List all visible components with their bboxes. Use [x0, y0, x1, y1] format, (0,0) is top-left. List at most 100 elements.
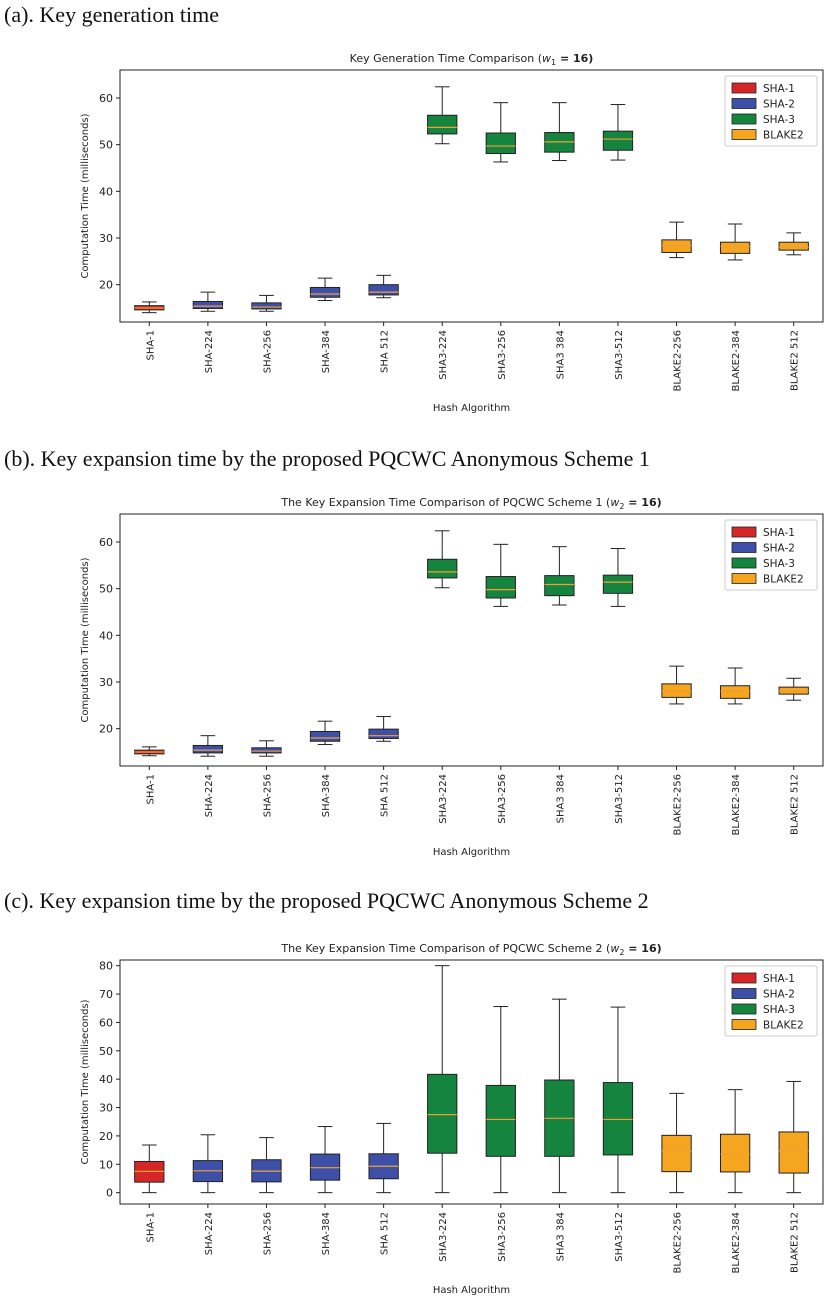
y-tick-label: 60 [99, 536, 113, 549]
legend-swatch [731, 557, 757, 569]
legend-box [724, 519, 818, 591]
x-tick-label: SHA3 384 [555, 330, 566, 379]
y-tick-label: 40 [99, 185, 113, 198]
chart-title: Key Generation Time Comparison (w1 = 16) [350, 52, 594, 67]
x-tick-label: SHA3-256 [497, 330, 508, 380]
legend-label: SHA-2 [763, 543, 795, 555]
box-sha-384 [309, 286, 341, 298]
y-tick-label: 20 [99, 279, 113, 292]
box-sha3-512 [602, 1082, 634, 1156]
x-tick-label: SHA3-224 [438, 1212, 449, 1262]
plot-frame [119, 69, 824, 323]
x-tick-label: SHA 512 [380, 330, 391, 373]
x-tick-label: BLAKE2-384 [731, 330, 742, 391]
y-axis-label: Computation Time (milliseconds) [80, 113, 91, 278]
y-tick-label: 30 [99, 676, 113, 689]
x-tick-label: BLAKE2-384 [731, 1212, 742, 1273]
y-tick-label: 70 [99, 988, 113, 1001]
boxplot-chart: The Key Expansion Time Comparison of PQC… [80, 496, 824, 858]
y-tick-label: 20 [99, 1130, 113, 1143]
x-tick-label: SHA3-256 [497, 1212, 508, 1262]
legend-label: SHA-2 [763, 99, 795, 111]
y-tick-label: 40 [99, 1073, 113, 1086]
x-tick-label: SHA-384 [321, 1212, 332, 1255]
x-tick-label: BLAKE2-256 [673, 1212, 684, 1273]
x-axis-label: Hash Algorithm [433, 403, 510, 414]
box-sha3-512 [602, 574, 634, 594]
box-sha-384 [309, 730, 341, 742]
legend-label: BLAKE2 [763, 130, 804, 142]
legend-label: BLAKE2 [763, 1020, 804, 1032]
legend-swatch [731, 542, 757, 553]
box-sha-224 [192, 744, 224, 754]
x-tick-label: SHA-224 [204, 330, 215, 373]
box-sha3-256 [485, 576, 516, 599]
legend-swatch [731, 98, 757, 109]
box-blake2-512 [778, 1131, 809, 1174]
legend-box [724, 965, 818, 1037]
box-sha-256 [251, 302, 282, 310]
boxplot-chart: The Key Expansion Time Comparison of PQC… [80, 942, 824, 1296]
legend-label: SHA-1 [763, 83, 795, 95]
box-sha3-224 [427, 114, 458, 135]
y-tick-label: 30 [99, 1102, 113, 1115]
legend-swatch [731, 573, 757, 584]
y-tick-label: 40 [99, 629, 113, 642]
box-sha-256 [251, 747, 282, 754]
boxplot-chart: Key Generation Time Comparison (w1 = 16)… [80, 52, 824, 414]
legend-label: SHA-3 [763, 558, 795, 570]
legend-label: SHA-1 [763, 527, 795, 539]
panel-key-expansion-scheme-1: (b). Key expansion time by the proposed … [0, 446, 835, 876]
y-axis-label: Computation Time (milliseconds) [80, 999, 91, 1164]
x-tick-label: SHA-224 [204, 1212, 215, 1255]
box-sha3-256 [485, 132, 516, 155]
box-sha-512 [368, 728, 399, 739]
box-blake2-512 [778, 241, 809, 251]
x-tick-label: SHA3 384 [555, 774, 566, 823]
y-tick-label: 0 [106, 1187, 113, 1200]
x-tick-label: SHA3-512 [614, 330, 625, 380]
box-blake2-384 [719, 1133, 751, 1173]
y-tick-label: 80 [99, 960, 113, 973]
y-tick-label: 30 [99, 232, 113, 245]
x-tick-label: SHA-384 [321, 774, 332, 817]
x-tick-label: SHA3-256 [497, 774, 508, 824]
x-tick-label: BLAKE2 512 [790, 330, 801, 391]
panel-key-expansion-scheme-2: (c). Key expansion time by the proposed … [0, 888, 835, 1303]
x-tick-label: SHA3-224 [438, 330, 449, 380]
legend-swatch [731, 526, 757, 538]
legend-label: SHA-2 [763, 989, 795, 1001]
x-axis-label: Hash Algorithm [433, 1285, 510, 1296]
x-tick-label: BLAKE2 512 [790, 774, 801, 835]
box-sha3-224 [427, 558, 458, 579]
x-tick-label: SHA-256 [262, 330, 273, 373]
box-sha3-224 [427, 1073, 458, 1154]
legend-swatch [731, 113, 757, 125]
legend-swatch [731, 988, 757, 999]
x-tick-label: SHA-1 [145, 774, 156, 804]
y-tick-label: 50 [99, 139, 113, 152]
box-sha3-256 [485, 1084, 516, 1157]
caption: (b). Key expansion time by the proposed … [4, 446, 650, 471]
legend-box [724, 75, 818, 147]
x-tick-label: BLAKE2-384 [731, 774, 742, 835]
y-tick-label: 60 [99, 92, 113, 105]
x-tick-label: SHA-1 [145, 1212, 156, 1242]
chart-title: The Key Expansion Time Comparison of PQC… [280, 942, 661, 957]
y-axis-label: Computation Time (milliseconds) [80, 557, 91, 722]
x-tick-label: SHA-1 [145, 330, 156, 360]
x-tick-label: BLAKE2-256 [673, 774, 684, 835]
legend-swatch [731, 1003, 757, 1015]
legend-swatch [731, 82, 757, 94]
y-tick-label: 50 [99, 1045, 113, 1058]
legend-label: SHA-1 [763, 973, 795, 985]
x-tick-label: SHA-256 [262, 774, 273, 817]
caption: (a). Key generation time [4, 2, 220, 27]
box-blake2-384 [719, 241, 751, 254]
box-sha-224 [192, 300, 224, 309]
legend-label: SHA-3 [763, 1004, 795, 1016]
caption: (c). Key expansion time by the proposed … [4, 888, 649, 913]
y-tick-label: 60 [99, 1016, 113, 1029]
x-tick-label: SHA 512 [380, 774, 391, 817]
x-tick-label: SHA-224 [204, 774, 215, 817]
